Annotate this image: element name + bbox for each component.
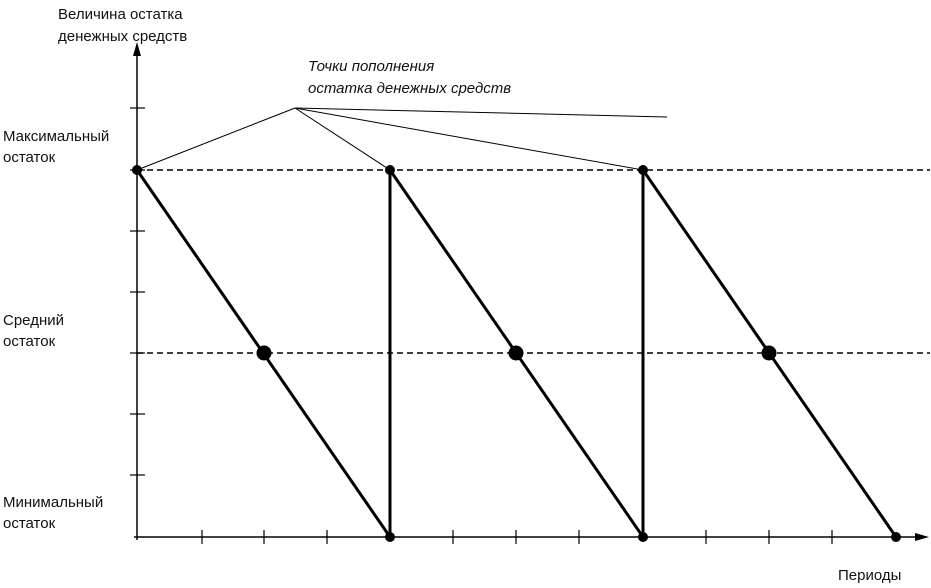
level-label: остаток	[3, 149, 56, 166]
level-label: остаток	[3, 333, 56, 350]
x-axis-label: Периоды	[838, 567, 901, 584]
y-axis-arrow	[133, 42, 141, 56]
y-axis-label: Величина остатка	[58, 6, 183, 23]
axes	[134, 48, 922, 540]
annotation-lines	[136, 107, 668, 171]
annotation: Точки пополнения	[308, 58, 434, 75]
level-label: Минимальный	[3, 494, 103, 511]
x-ticks	[201, 530, 833, 544]
level-label: Средний	[3, 312, 64, 329]
y-axis-label: денежных средств	[58, 28, 187, 45]
level-label: остаток	[3, 515, 56, 532]
level-lines	[137, 169, 930, 354]
annotation: остатка денежных средств	[308, 80, 511, 97]
points	[132, 165, 901, 542]
level-label: Максимальный	[3, 128, 109, 145]
x-axis-arrow	[915, 533, 929, 541]
